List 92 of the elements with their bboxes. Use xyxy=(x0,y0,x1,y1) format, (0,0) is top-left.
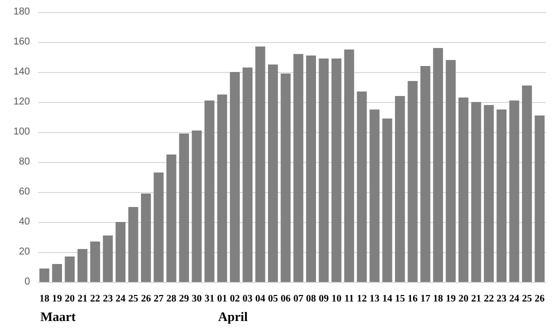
bar xyxy=(293,54,304,282)
bar xyxy=(116,222,126,282)
y-tick-label: 20 xyxy=(18,246,30,258)
bar xyxy=(318,58,329,282)
x-tick-label: 28 xyxy=(166,294,176,304)
bar xyxy=(128,207,138,282)
bar xyxy=(154,172,164,282)
bar xyxy=(64,256,75,282)
x-tick-label: 15 xyxy=(394,294,405,304)
bar xyxy=(52,264,62,282)
bar xyxy=(192,130,202,282)
bar xyxy=(370,110,380,282)
x-tick-label: 11 xyxy=(344,294,354,304)
x-tick-label: 18 xyxy=(433,294,444,304)
bar xyxy=(204,100,214,282)
x-tick-label: 22 xyxy=(484,294,494,304)
x-tick-label: 04 xyxy=(255,294,266,304)
bar xyxy=(140,194,151,282)
x-tick-label: 22 xyxy=(90,294,100,304)
bar xyxy=(484,105,494,282)
bar xyxy=(166,154,176,282)
y-tick-label: 180 xyxy=(13,6,30,18)
bar xyxy=(356,92,367,282)
bar xyxy=(394,96,405,282)
x-tick-label: 31 xyxy=(204,294,214,304)
bar xyxy=(471,102,482,282)
x-tick-label: 16 xyxy=(408,294,418,304)
x-tick-label: 07 xyxy=(293,294,304,304)
x-tick-label: 10 xyxy=(331,294,342,304)
x-tick-label: 03 xyxy=(242,294,253,304)
x-tick-label: 30 xyxy=(192,294,202,304)
bar xyxy=(77,249,88,282)
x-tick-label: 20 xyxy=(64,294,75,304)
x-tick-label: 18 xyxy=(39,294,50,304)
bar xyxy=(331,58,342,282)
bar xyxy=(217,94,228,282)
bar xyxy=(230,72,240,282)
bar xyxy=(255,46,266,282)
bar xyxy=(420,66,430,282)
x-tick-label: 12 xyxy=(356,294,367,304)
x-tick-label: 19 xyxy=(52,294,62,304)
y-tick-label: 100 xyxy=(13,126,30,138)
x-tick-label: 08 xyxy=(306,294,316,304)
text: April xyxy=(218,309,248,324)
x-tick-label: 29 xyxy=(179,294,190,304)
bar xyxy=(39,268,50,282)
x-tick-label: 20 xyxy=(458,294,468,304)
bar xyxy=(433,48,444,282)
x-tick-label: 27 xyxy=(154,294,164,304)
x-tick-label: 05 xyxy=(268,294,278,304)
bar xyxy=(344,50,354,282)
text: Maart xyxy=(40,309,76,324)
x-tick-label: 06 xyxy=(280,294,291,304)
bar xyxy=(509,100,520,282)
y-tick-label: 80 xyxy=(18,156,30,168)
x-tick-label: 25 xyxy=(522,294,532,304)
bar xyxy=(90,242,100,282)
bar xyxy=(408,81,418,282)
bar xyxy=(522,86,532,282)
bar xyxy=(534,116,545,282)
y-tick-label: 160 xyxy=(13,36,30,48)
x-tick-label: 09 xyxy=(318,294,329,304)
x-tick-label: 25 xyxy=(128,294,138,304)
x-tick-label: 21 xyxy=(77,294,88,304)
x-tick-label: 19 xyxy=(446,294,456,304)
x-tick-label: 24 xyxy=(116,294,126,304)
y-tick-label: 0 xyxy=(24,276,30,288)
x-tick-label: 02 xyxy=(230,294,240,304)
x-tick-label: 21 xyxy=(471,294,482,304)
x-tick-label: 26 xyxy=(534,294,545,304)
bar xyxy=(382,118,392,282)
y-tick-label: 60 xyxy=(18,186,30,198)
x-tick-label: 23 xyxy=(496,294,507,304)
x-tick-label: 26 xyxy=(140,294,151,304)
x-tick-label: 14 xyxy=(382,294,392,304)
bar xyxy=(179,134,190,282)
bar xyxy=(306,56,316,282)
x-tick-label: 13 xyxy=(370,294,380,304)
y-tick-label: 140 xyxy=(13,66,30,78)
y-tick-label: 40 xyxy=(18,216,30,228)
bar xyxy=(102,236,113,282)
x-tick-label: 01 xyxy=(217,294,228,304)
bar xyxy=(458,98,468,282)
x-tick-label: 17 xyxy=(420,294,430,304)
bar xyxy=(242,68,253,282)
bar xyxy=(268,64,278,282)
x-tick-label: 23 xyxy=(102,294,113,304)
bar xyxy=(496,110,507,282)
bar xyxy=(280,74,291,282)
bar xyxy=(446,60,456,282)
x-tick-label: 24 xyxy=(509,294,520,304)
y-tick-label: 120 xyxy=(13,96,30,108)
